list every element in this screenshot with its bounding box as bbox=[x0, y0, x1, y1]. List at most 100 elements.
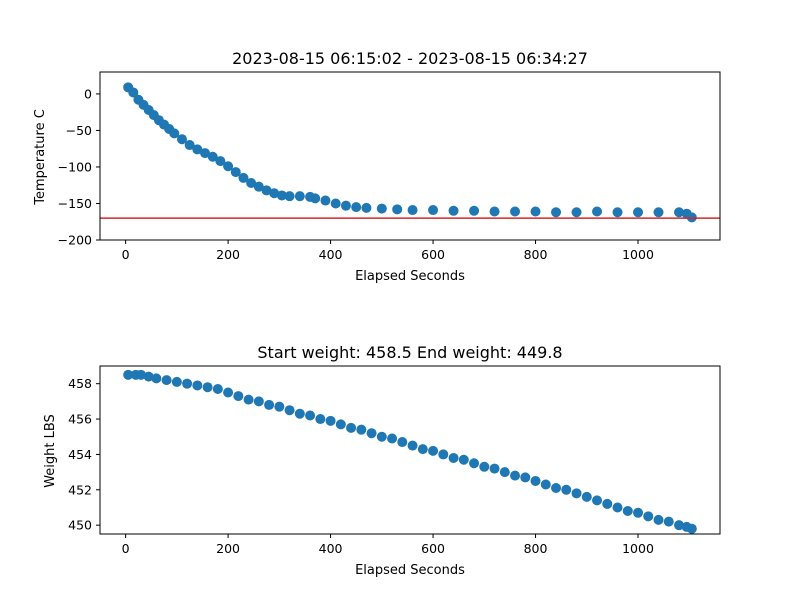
weight-data-point bbox=[356, 424, 367, 435]
weight-data-point bbox=[171, 376, 182, 387]
weight-data-point bbox=[479, 461, 490, 472]
temperature-data-point bbox=[376, 203, 387, 214]
weight-data-point bbox=[540, 479, 551, 490]
temperature-data-point bbox=[192, 144, 203, 155]
weight-data-point bbox=[530, 475, 541, 486]
weight-data-point bbox=[335, 419, 346, 430]
weight-data-point bbox=[612, 502, 623, 513]
weight-data-point bbox=[274, 401, 285, 412]
weight-x-tick-label: 400 bbox=[319, 541, 343, 556]
temperature-data-point bbox=[469, 205, 480, 216]
weight-data-point bbox=[499, 467, 510, 478]
weight-data-point bbox=[202, 382, 213, 393]
weight-data-point bbox=[633, 507, 644, 518]
weight-x-tick-label: 0 bbox=[122, 541, 130, 556]
temperature-data-point bbox=[276, 190, 287, 201]
temperature-panel: 2023-08-15 06:15:02 - 2023-08-15 06:34:2… bbox=[33, 49, 721, 284]
temperature-data-point bbox=[448, 205, 459, 216]
temperature-y-axis-label: Temperature C bbox=[33, 109, 48, 206]
temperature-y-tick-label: 0 bbox=[84, 86, 92, 101]
temperature-x-tick-label: 400 bbox=[319, 247, 343, 262]
temperature-data-point bbox=[330, 198, 341, 209]
temperature-x-tick-label: 800 bbox=[524, 247, 548, 262]
weight-y-tick-label: 456 bbox=[68, 412, 92, 427]
temperature-x-tick-label: 200 bbox=[216, 247, 240, 262]
temperature-data-point bbox=[200, 148, 211, 159]
weight-data-point bbox=[686, 523, 697, 534]
temperature-data-point bbox=[284, 191, 295, 202]
weight-data-point bbox=[438, 449, 449, 460]
temperature-x-tick-label: 600 bbox=[421, 247, 445, 262]
weight-data-point bbox=[135, 369, 146, 380]
temperature-data-point bbox=[392, 204, 403, 215]
weight-data-point bbox=[520, 472, 531, 483]
temperature-data-point bbox=[351, 202, 362, 213]
weight-data-point bbox=[397, 437, 408, 448]
weight-data-point bbox=[510, 470, 521, 481]
weight-data-point bbox=[417, 444, 428, 455]
temperature-data-point bbox=[230, 167, 241, 178]
temperature-data-point bbox=[510, 206, 521, 217]
temperature-data-point bbox=[674, 207, 685, 218]
weight-data-point bbox=[571, 488, 582, 499]
temperature-data-point bbox=[340, 200, 351, 211]
temperature-data-point bbox=[294, 191, 305, 202]
weight-data-point bbox=[674, 520, 685, 531]
temperature-y-tick-label: −50 bbox=[66, 123, 92, 138]
weight-data-point bbox=[161, 375, 172, 386]
weight-data-point bbox=[561, 484, 572, 495]
weight-data-point bbox=[551, 483, 562, 494]
weight-data-point bbox=[428, 445, 439, 456]
weight-data-point bbox=[192, 380, 203, 391]
weight-data-point bbox=[253, 396, 264, 407]
weight-data-point bbox=[448, 452, 459, 463]
temperature-data-point bbox=[653, 207, 664, 218]
weight-data-point bbox=[284, 405, 295, 416]
temperature-y-tick-label: −200 bbox=[58, 233, 92, 248]
weight-data-point bbox=[376, 431, 387, 442]
temperature-chart-title: 2023-08-15 06:15:02 - 2023-08-15 06:34:2… bbox=[232, 49, 588, 68]
temperature-plot-frame bbox=[99, 71, 721, 241]
weight-panel: Start weight: 458.5 End weight: 449.8 El… bbox=[43, 343, 721, 578]
temperature-data-point bbox=[310, 193, 321, 204]
weight-y-tick-label: 454 bbox=[68, 447, 92, 462]
temperature-y-tick-label: −100 bbox=[58, 159, 92, 174]
weight-data-point bbox=[458, 454, 469, 465]
weight-x-tick-label: 600 bbox=[421, 541, 445, 556]
weight-data-point bbox=[407, 440, 418, 451]
weight-data-point bbox=[643, 511, 654, 522]
temperature-data-point bbox=[184, 140, 195, 151]
weight-y-tick-label: 452 bbox=[68, 482, 92, 497]
weight-data-point bbox=[489, 463, 500, 474]
weight-x-tick-label: 800 bbox=[524, 541, 548, 556]
temperature-data-point bbox=[361, 202, 372, 213]
weight-data-point bbox=[653, 514, 664, 525]
weight-data-point bbox=[663, 516, 674, 527]
weight-x-axis-label: Elapsed Seconds bbox=[355, 563, 465, 578]
temperature-data-point bbox=[169, 128, 180, 139]
weight-data-point bbox=[123, 369, 134, 380]
temperature-x-tick-label: 0 bbox=[122, 247, 130, 262]
weight-data-point bbox=[243, 394, 254, 405]
temperature-data-point bbox=[176, 134, 187, 145]
weight-data-point bbox=[315, 414, 326, 425]
temperature-y-tick-label: −150 bbox=[58, 196, 92, 211]
weight-data-point bbox=[151, 373, 162, 384]
temperature-x-axis-label: Elapsed Seconds bbox=[355, 269, 465, 284]
weight-data-point bbox=[346, 422, 357, 433]
weight-x-tick-label: 1000 bbox=[622, 541, 654, 556]
weight-data-point bbox=[387, 433, 398, 444]
weight-data-point bbox=[233, 391, 244, 402]
temperature-data-point bbox=[269, 188, 280, 199]
temperature-data-point bbox=[261, 185, 272, 196]
weight-data-point bbox=[581, 491, 592, 502]
temperature-data-point bbox=[612, 207, 623, 218]
weight-y-tick-label: 458 bbox=[68, 376, 92, 391]
weight-data-point bbox=[182, 378, 193, 389]
temperature-data-point bbox=[530, 206, 541, 217]
temperature-data-point bbox=[320, 195, 331, 206]
weight-y-tick-label: 450 bbox=[68, 518, 92, 533]
temperature-data-point bbox=[223, 161, 234, 172]
temperature-data-point bbox=[215, 156, 226, 167]
